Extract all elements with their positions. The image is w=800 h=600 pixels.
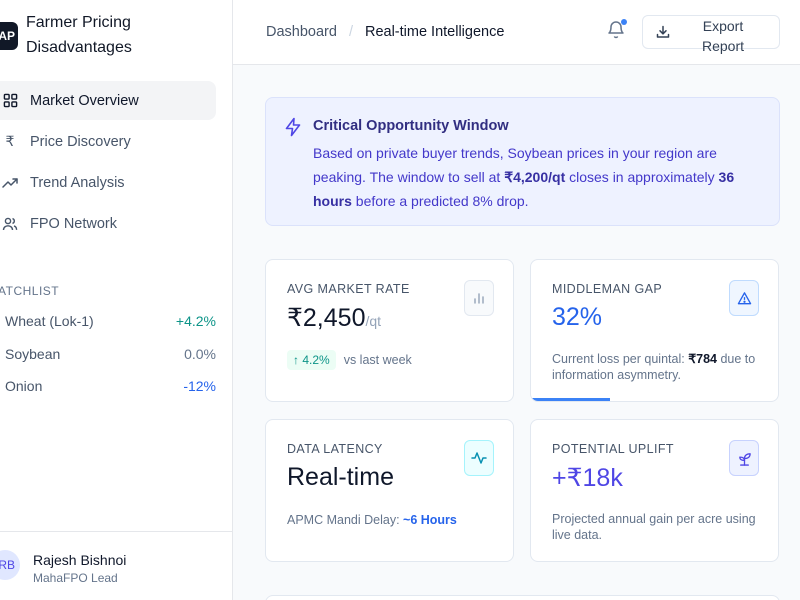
alert-price: ₹4,200/qt [504,169,566,185]
card-foot: APMC Mandi Delay: ~6 Hours [287,513,457,527]
breadcrumb: Dashboard / Real-time Intelligence [266,24,504,40]
sidebar-item-label: Price Discovery [30,133,131,150]
brand-logo: AP [0,22,18,50]
card-foot: Current loss per quintal: ₹784 due to in… [552,352,756,382]
export-report-label: Export Report [701,18,745,54]
opportunity-alert: Critical Opportunity Window Based on pri… [265,97,780,226]
sidebar-item-fpo-network[interactable]: FPO Network [0,204,216,243]
grid-icon [2,93,18,109]
notification-bell-icon[interactable] [606,18,628,40]
sidebar-item-trend-analysis[interactable]: Trend Analysis [0,163,216,202]
download-icon [656,25,670,39]
card-value: +₹18k [552,464,623,492]
alert-hours: 36 hours [313,169,735,209]
sidebar-item-price-discovery[interactable]: ₹ Price Discovery [0,122,216,161]
trend-badge: ↑ 4.2% [287,350,336,370]
card-label: MIDDLEMAN GAP [552,282,663,296]
card-value: Real-time [287,463,394,491]
sidebar-item-label: FPO Network [30,215,118,232]
trending-up-icon [2,175,18,191]
card-label: AVG MARKET RATE [287,282,410,296]
card-unit: /qt [365,313,382,329]
watchlist-title: ATCHLIST [0,284,60,298]
user-profile[interactable]: RB Rajesh Bishnoi MahaFPO Lead [0,531,232,600]
breadcrumb-home[interactable]: Dashboard [266,24,337,40]
breadcrumb-separator: / [348,24,353,40]
users-icon [2,216,18,232]
watchlist-item[interactable]: Wheat (Lok-1) +4.2% [5,305,216,338]
notification-dot [621,19,627,25]
sidebar: AP Farmer Pricing Disadvantages Market O… [0,0,233,600]
gap-progress-bar [531,398,778,401]
watchlist-item[interactable]: Onion -12% [5,370,216,403]
watchlist-item-name: Soybean [5,345,61,362]
trend-note: vs last week [343,353,412,367]
user-role: MahaFPO Lead [33,571,118,585]
middleman-gap-card: MIDDLEMAN GAP 32% Current loss per quint… [530,259,779,402]
card-foot: ↑ 4.2% vs last week [287,350,412,370]
rupee-icon: ₹ [5,133,15,149]
lightning-icon [283,117,303,137]
next-section-card [265,595,780,600]
sidebar-item-label: Trend Analysis [30,174,125,191]
export-report-button[interactable]: Export Report [642,15,780,54]
card-value: ₹2,450/qt [287,304,382,332]
activity-icon [464,440,494,476]
avatar: RB [0,550,20,580]
card-label: POTENTIAL UPLIFT [552,442,674,456]
data-latency-card: DATA LATENCY Real-time APMC Mandi Delay:… [265,419,514,562]
watchlist-item[interactable]: Soybean 0.0% [5,338,216,371]
warning-icon [729,280,759,316]
watchlist: Wheat (Lok-1) +4.2% Soybean 0.0% Onion -… [5,305,216,403]
card-value: 32% [552,303,603,331]
alert-body: Based on private buyer trends, Soybean p… [313,145,735,209]
alert-title: Critical Opportunity Window [313,118,509,134]
watchlist-item-name: Onion [5,378,43,395]
watchlist-item-change: 0.0% [184,345,216,362]
watchlist-item-change: +4.2% [175,313,216,330]
user-name: Rajesh Bishnoi [33,552,127,568]
card-foot: Projected annual gain per acre using liv… [552,512,756,542]
sprout-icon [729,440,759,476]
avg-market-rate-card: AVG MARKET RATE ₹2,450/qt ↑ 4.2% vs last … [265,259,514,402]
sidebar-item-label: Market Overview [30,92,139,109]
watchlist-item-name: Wheat (Lok-1) [5,313,94,330]
sidebar-item-market-overview[interactable]: Market Overview [0,81,216,120]
brand-name: Farmer Pricing Disadvantages [26,14,132,56]
watchlist-item-change: -12% [183,378,216,395]
sidebar-nav: Market Overview ₹ Price Discovery Trend … [0,81,216,245]
potential-uplift-card: POTENTIAL UPLIFT +₹18k Projected annual … [530,419,779,562]
breadcrumb-current: Real-time Intelligence [364,24,505,40]
bar-chart-icon [464,280,494,316]
top-header: Dashboard / Real-time Intelligence Expor… [233,0,800,65]
gap-progress-fill [531,398,611,401]
card-label: DATA LATENCY [287,442,383,456]
